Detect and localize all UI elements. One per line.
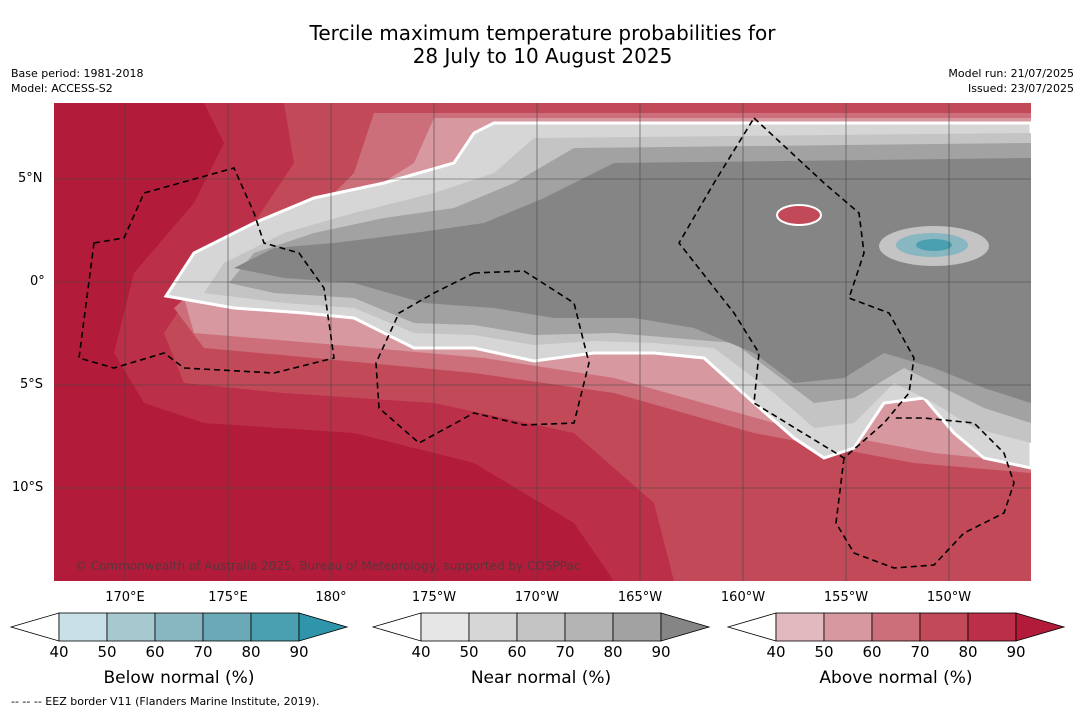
lon-label-170e: 170°E bbox=[105, 590, 145, 605]
tick: 50 bbox=[97, 643, 117, 661]
map-title: Tercile maximum temperature probabilitie… bbox=[0, 22, 1085, 68]
tick: 60 bbox=[145, 643, 165, 661]
colorbar-segment bbox=[919, 612, 969, 642]
near-normal-colorbar bbox=[372, 612, 711, 642]
tick: 90 bbox=[289, 643, 309, 661]
map-gridlines bbox=[54, 103, 1031, 581]
colorbar-segment bbox=[250, 612, 300, 642]
colorbar-segment bbox=[202, 612, 252, 642]
colorbar-segment bbox=[967, 612, 1017, 642]
tick: 50 bbox=[459, 643, 479, 661]
tick: 70 bbox=[193, 643, 213, 661]
colorbar-segment bbox=[154, 612, 204, 642]
lat-label-10s: 10°S bbox=[12, 480, 44, 495]
copyright-notice: © Commonwealth of Australia 2025, Bureau… bbox=[75, 559, 581, 573]
model-run: Model run: 21/07/2025 bbox=[948, 67, 1074, 80]
lon-label-180: 180° bbox=[315, 590, 347, 605]
title-line-1: Tercile maximum temperature probabilitie… bbox=[309, 21, 776, 45]
title-line-2: 28 July to 10 August 2025 bbox=[412, 44, 673, 68]
near-90-region bbox=[234, 158, 1031, 403]
colorbar-segment bbox=[58, 612, 108, 642]
lat-label-5s: 5°S bbox=[20, 377, 44, 392]
colorbar-extend-high bbox=[298, 612, 349, 642]
meta-right: Model run: 21/07/2025 Issued: 23/07/2025 bbox=[948, 66, 1074, 96]
tick: 50 bbox=[814, 643, 834, 661]
colorbar-extend-high bbox=[660, 612, 711, 642]
colorbar-segment bbox=[612, 612, 662, 642]
meta-left: Base period: 1981-2018 Model: ACCESS-S2 bbox=[11, 66, 143, 96]
lon-label-175w: 175°W bbox=[411, 590, 457, 605]
lon-label-175e: 175°E bbox=[208, 590, 248, 605]
colorbar-extend-low bbox=[372, 612, 422, 642]
tick: 60 bbox=[862, 643, 882, 661]
colorbar-segment bbox=[106, 612, 156, 642]
near-normal-title: Near normal (%) bbox=[470, 668, 612, 688]
colorbar-segment bbox=[775, 612, 825, 642]
tick: 80 bbox=[958, 643, 978, 661]
colorbar-segment bbox=[823, 612, 873, 642]
below-normal-title: Below normal (%) bbox=[103, 668, 255, 688]
lon-label-155w: 155°W bbox=[823, 590, 869, 605]
lon-label-150w: 150°W bbox=[926, 590, 972, 605]
tick: 80 bbox=[241, 643, 261, 661]
eez-borders bbox=[78, 116, 1015, 569]
colorbar-extend-low bbox=[10, 612, 60, 642]
tick: 60 bbox=[507, 643, 527, 661]
tick: 40 bbox=[49, 643, 69, 661]
model-name: Model: ACCESS-S2 bbox=[11, 82, 113, 95]
probability-map bbox=[54, 103, 1031, 581]
colorbar-segment bbox=[564, 612, 614, 642]
below-normal-colorbar bbox=[10, 612, 349, 642]
above-normal-swatches bbox=[727, 612, 1066, 642]
above-normal-title: Above normal (%) bbox=[819, 668, 973, 688]
lon-label-160w: 160°W bbox=[720, 590, 766, 605]
near-normal-swatches bbox=[372, 612, 711, 642]
map-svg bbox=[54, 103, 1031, 581]
base-period: Base period: 1981-2018 bbox=[11, 67, 144, 80]
colorbar-extend-high bbox=[1015, 612, 1066, 642]
tick: 80 bbox=[603, 643, 623, 661]
above-70-spot bbox=[776, 204, 822, 226]
lon-label-165w: 165°W bbox=[617, 590, 663, 605]
colorbar-segment bbox=[516, 612, 566, 642]
tick: 70 bbox=[555, 643, 575, 661]
colorbar-segment bbox=[420, 612, 470, 642]
tick: 90 bbox=[1006, 643, 1026, 661]
above-normal-colorbar bbox=[727, 612, 1066, 642]
lat-label-5n: 5°N bbox=[18, 171, 43, 186]
tick: 70 bbox=[910, 643, 930, 661]
issued-date: Issued: 23/07/2025 bbox=[967, 82, 1074, 95]
colorbar-segment bbox=[468, 612, 518, 642]
tick: 40 bbox=[766, 643, 786, 661]
eez-footnote: -- -- -- EEZ border V11 (Flanders Marine… bbox=[11, 695, 320, 708]
below-80-spot bbox=[916, 239, 952, 251]
lat-label-0: 0° bbox=[30, 274, 45, 289]
lon-label-170w: 170°W bbox=[514, 590, 560, 605]
tick: 40 bbox=[411, 643, 431, 661]
colorbar-segment bbox=[871, 612, 921, 642]
below-normal-swatches bbox=[10, 612, 349, 642]
tick: 90 bbox=[651, 643, 671, 661]
colorbar-extend-low bbox=[727, 612, 777, 642]
